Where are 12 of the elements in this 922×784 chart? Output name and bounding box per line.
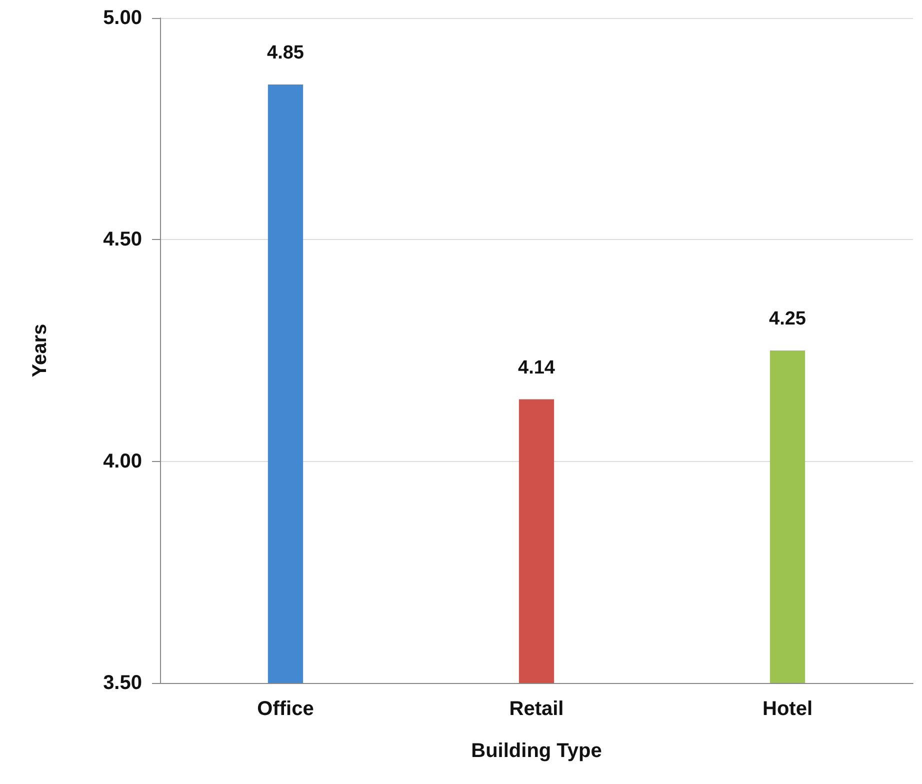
x-tick-label: Retail xyxy=(509,698,564,720)
x-tick-label: Office xyxy=(257,698,314,720)
x-tick-label: Hotel xyxy=(762,698,812,720)
y-axis-title: Years xyxy=(29,324,51,378)
data-label: 4.85 xyxy=(267,42,304,64)
y-tick-label: 5.00 xyxy=(103,7,142,29)
y-tick-label: 4.50 xyxy=(103,228,142,251)
y-tick-label: 4.00 xyxy=(103,450,142,472)
data-label: 4.14 xyxy=(518,357,556,378)
data-label: 4.25 xyxy=(769,308,806,330)
y-tick-label: 3.50 xyxy=(103,672,142,694)
x-axis-title: Building Type xyxy=(471,740,602,762)
